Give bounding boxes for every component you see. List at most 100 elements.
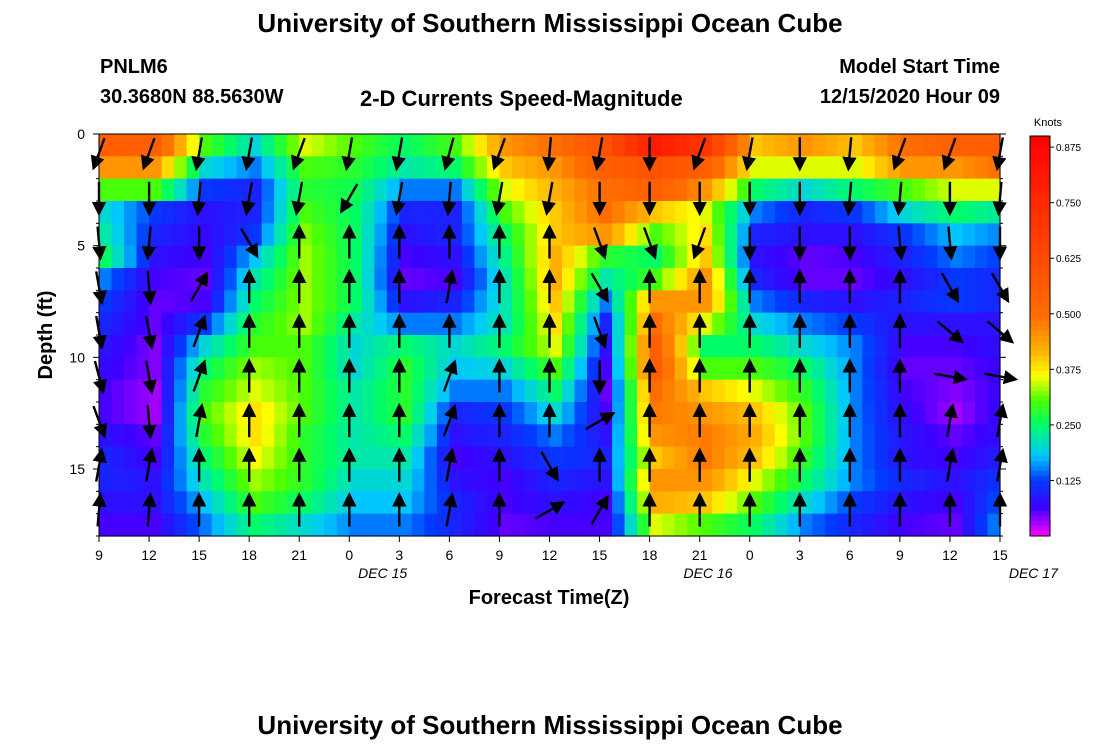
heatmap-cell [737,245,751,269]
heatmap-cell [824,446,838,470]
heatmap-cell [687,178,701,202]
heatmap-cell [562,290,576,314]
heatmap-cell [386,491,400,515]
heatmap-cell [224,245,238,269]
colorbar-swatch [1030,491,1050,497]
heatmap-cell [386,357,400,381]
heatmap-cell [849,156,863,180]
heatmap-cell [574,446,588,470]
heatmap-cell [411,312,425,336]
colorbar-swatch [1030,521,1050,527]
heatmap-cell [712,335,726,358]
heatmap-cell [274,156,288,180]
colorbar-tick-label: 0.875 [1056,143,1081,154]
date-label: DEC 15 [358,565,407,581]
heatmap-cell [762,134,776,157]
heatmap-cell [712,424,726,448]
x-tick-label: 6 [445,547,453,563]
heatmap-cell [186,469,200,492]
heatmap-cell [962,245,976,269]
heatmap-cell [987,290,1001,314]
heatmap-cell [774,178,788,202]
heatmap-cell [699,223,713,247]
heatmap-cell [424,491,438,515]
colorbar-swatch [1030,251,1050,257]
heatmap-cell [912,245,926,269]
heatmap-cell [574,201,588,224]
heatmap-cell [224,513,238,537]
heatmap-cell [812,223,826,247]
heatmap-cell [211,201,225,224]
heatmap-cell [224,201,238,224]
heatmap-cell [774,290,788,314]
heatmap-cell [674,223,688,247]
current-vector [842,137,857,172]
heatmap-cell [111,245,125,269]
heatmap-cell [587,290,601,314]
heatmap-cell [299,290,313,314]
heatmap-cell [449,469,463,492]
heatmap-cell [124,335,138,358]
heatmap-cell [787,134,801,157]
heatmap-cell [161,201,175,224]
colorbar-swatch [1030,476,1050,482]
heatmap-cell [449,178,463,202]
heatmap-cell [374,201,388,224]
heatmap-cell [574,156,588,180]
heatmap-cell [536,469,551,492]
heatmap-cell [974,402,989,425]
heatmap-cell [311,491,325,515]
heatmap-cell [399,446,413,470]
heatmap-cell [612,245,626,269]
heatmap-cell [624,491,638,515]
heatmap-cell [224,156,238,180]
heatmap-cell [837,424,851,448]
heatmap-cell [787,312,801,336]
heatmap-cell [236,491,250,515]
current-vector [291,181,306,216]
heatmap-cell [236,134,250,157]
date-label: DEC 16 [683,565,732,581]
heatmap-cell [862,178,876,202]
heatmap-cell [399,379,413,403]
heatmap-cell [411,402,425,425]
heatmap-cell [762,290,776,314]
heatmap-cell [99,469,113,492]
heatmap-cell [149,402,163,425]
colorbar-swatch [1030,426,1050,432]
colorbar-swatch [1030,516,1050,522]
heatmap-cell [637,178,651,202]
heatmap-cell [699,379,713,403]
date-label: DEC 17 [1009,565,1059,581]
heatmap-cell [124,491,138,515]
heatmap-cell [224,424,238,448]
heatmap-cell [849,201,863,224]
heatmap-cell [749,312,763,336]
heatmap-cell [637,424,651,448]
heatmap-cell [912,201,926,224]
heatmap-cell [724,402,738,425]
heatmap-cell [111,491,125,515]
heatmap-cell [236,245,250,269]
colorbar-swatch [1030,156,1050,162]
heatmap-cell [749,379,763,403]
heatmap-cell [124,513,138,537]
heatmap-cell [774,268,788,291]
heatmap-cell [949,469,964,492]
heatmap-cell [499,379,513,403]
colorbar-swatch [1030,291,1050,297]
heatmap-cell [536,357,551,381]
heatmap-cell [687,312,701,336]
heatmap-cell [962,357,976,381]
heatmap-cell [111,156,125,180]
heatmap-cell [236,379,250,403]
heatmap-cell [587,402,601,425]
colorbar-swatch [1030,511,1050,517]
y-axis-label: Depth (ft) [35,291,57,380]
heatmap-cell [824,156,838,180]
heatmap-cell [174,491,188,515]
heatmap-cell [236,335,250,358]
current-vector [535,501,566,520]
heatmap-cell [411,290,425,314]
heatmap-cell [849,469,863,492]
